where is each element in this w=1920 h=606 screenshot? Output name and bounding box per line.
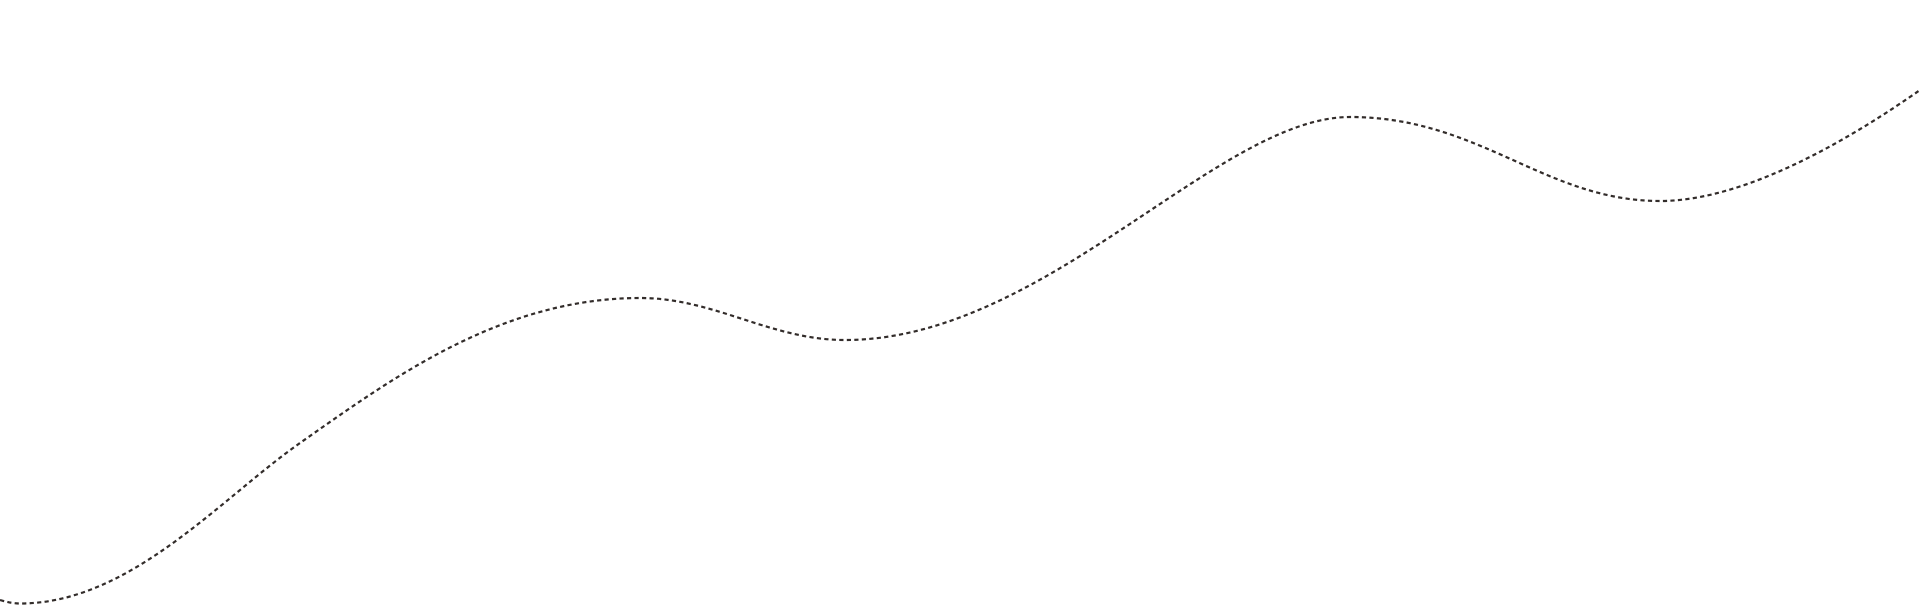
dashed-wave-curve xyxy=(0,89,1920,605)
